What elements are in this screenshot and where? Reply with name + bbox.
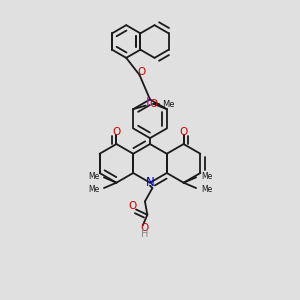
Text: O: O — [140, 223, 148, 233]
Text: Me: Me — [201, 185, 212, 194]
Text: O: O — [150, 99, 158, 110]
Text: Me: Me — [162, 100, 175, 109]
Text: I: I — [146, 96, 150, 109]
Text: O: O — [128, 201, 136, 211]
Text: O: O — [112, 127, 121, 136]
Text: Me: Me — [201, 172, 212, 181]
Text: O: O — [138, 67, 146, 77]
Text: Me: Me — [88, 172, 99, 181]
Text: H: H — [141, 229, 148, 239]
Text: Me: Me — [88, 185, 99, 194]
Text: N: N — [146, 176, 154, 189]
Text: O: O — [179, 127, 188, 136]
